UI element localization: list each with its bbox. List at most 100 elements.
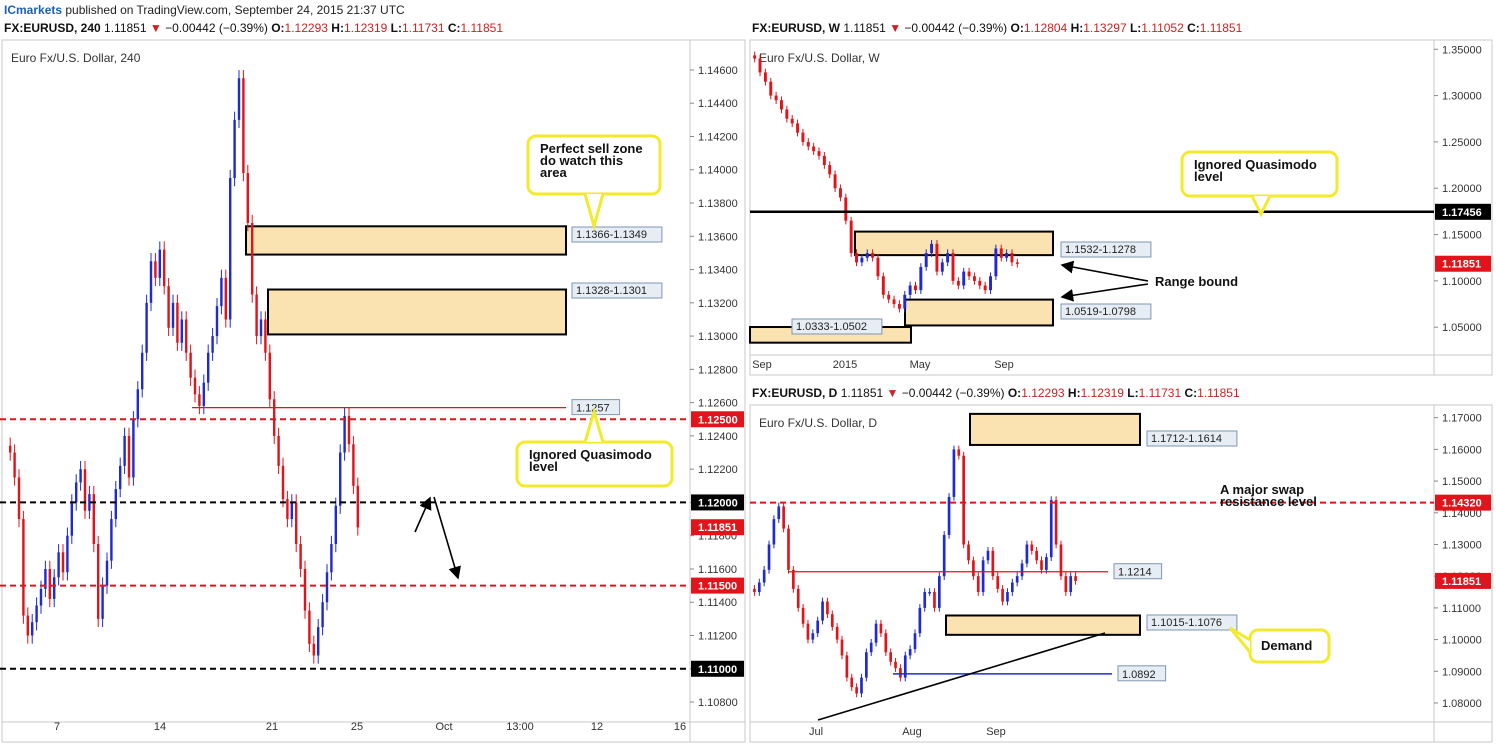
h4-y-tick-label: 1.12400: [698, 431, 738, 443]
daily-candle-body: [1074, 576, 1077, 581]
weekly-x-tick-label: Sep: [994, 359, 1014, 371]
daily-candle-body: [772, 519, 776, 545]
h4-sell-zone-callout-text: area: [540, 165, 568, 180]
h4-candle-body: [325, 572, 329, 603]
h4-change: −0.00442 (−0.39%): [165, 21, 268, 35]
daily-zone-label-box: [1146, 614, 1238, 631]
daily-candle-body: [757, 582, 761, 593]
h4-candle-body: [149, 261, 153, 303]
daily-chart-title: Euro Fx/U.S. Dollar, D: [759, 416, 877, 430]
h4-price: 1.11851: [104, 21, 147, 35]
h4-symbol[interactable]: FX:EURUSD, 240: [4, 21, 101, 35]
weekly-quasimodo-callout-text: level: [1194, 169, 1223, 184]
weekly-current-price-tag: [1435, 255, 1491, 272]
daily-candle-body: [894, 661, 897, 669]
weekly-candle-body: [999, 248, 1003, 258]
h4-candle-body: [132, 419, 135, 478]
h4-y-tick-label: 1.13000: [698, 331, 738, 343]
weekly-chart-title: Euro Fx/U.S. Dollar, W: [759, 51, 880, 65]
h4-x-tick-label: 13:00: [506, 721, 534, 733]
h4-candle-body: [118, 465, 122, 490]
h4-candle-body: [39, 588, 43, 606]
h4-zone-label-box: [571, 282, 663, 299]
h4-candle-body: [154, 261, 157, 278]
weekly-zone-label-box: [1060, 241, 1152, 258]
weekly-symbol[interactable]: FX:EURUSD, W: [752, 21, 840, 35]
h4-candle-body: [237, 78, 241, 120]
h4-y-tick-label: 1.14600: [698, 65, 738, 77]
daily-zone-label-box: [1146, 430, 1238, 447]
weekly-candle-body: [956, 280, 960, 286]
weekly-candle-body: [887, 294, 891, 300]
daily-price: 1.11851: [840, 386, 884, 400]
weekly-zone-label-box: [1060, 303, 1152, 320]
daily-demand-text: Demand: [1261, 638, 1312, 653]
daily-y-tick-label: 1.11000: [1442, 603, 1481, 615]
h4-candle-body: [264, 319, 267, 353]
weekly-candle-body: [790, 118, 794, 124]
daily-level-axis-tag: [1435, 494, 1491, 511]
h4-candle-body: [308, 610, 311, 644]
weekly-x-tick-label: 2015: [833, 359, 857, 371]
daily-level-label-box: [1117, 665, 1167, 682]
daily-demand-callout-pointer: [1228, 626, 1252, 653]
h4-candle-body: [316, 627, 320, 656]
weekly-x-tick-label: Sep: [752, 359, 772, 371]
brand-link[interactable]: ICmarkets: [4, 3, 63, 17]
h4-zone-label-box: [571, 226, 663, 243]
h4-candle-body: [176, 302, 179, 343]
daily-symbol[interactable]: FX:EURUSD, D: [752, 386, 838, 400]
daily-candle-body: [918, 607, 922, 634]
h4-y-tick-label: 1.13400: [698, 265, 738, 277]
weekly-candle-body: [940, 262, 944, 272]
h4-candle-body: [272, 399, 276, 436]
h4-candle-body: [92, 494, 96, 545]
daily-candle-body: [1035, 550, 1038, 561]
daily-high: 1.12319: [1080, 386, 1124, 400]
weekly-candle-body: [972, 276, 976, 281]
daily-candle-body: [850, 677, 854, 688]
weekly-candle-body: [1010, 253, 1014, 263]
h4-close: 1.11851: [460, 21, 504, 35]
daily-candle-body: [845, 655, 849, 678]
h4-candle-body: [180, 319, 184, 343]
weekly-candle-body: [935, 243, 939, 272]
h4-candle-body: [255, 294, 258, 337]
weekly-candle-body: [989, 276, 992, 291]
weekly-candle-body: [1015, 262, 1019, 264]
h4-candle-body: [189, 352, 192, 378]
h4-level-label: 1.1257: [576, 403, 610, 415]
h4-candle-body: [352, 444, 355, 486]
weekly-ohlc-header: FX:EURUSD, W 1.11851 ▼ −0.00442 (−0.39%)…: [752, 21, 1243, 35]
daily-candle-body: [928, 592, 931, 594]
weekly-chart: Euro Fx/U.S. Dollar, W 1.35000 1.30000 1.25…: [749, 39, 1493, 376]
daily-candle-body: [830, 614, 834, 627]
daily-candle-body: [913, 633, 917, 650]
h4-candle-body: [13, 452, 16, 478]
weekly-candle-body: [769, 81, 773, 96]
h4-candle-body: [250, 222, 254, 295]
h4-candle-body: [290, 502, 294, 520]
weekly-y-tick-label: 1.25000: [1442, 137, 1482, 149]
h4-x-tick-label: 21: [266, 721, 278, 733]
daily-candle-body: [996, 576, 1000, 589]
daily-candle-body: [855, 687, 858, 694]
down-triangle-icon: ▼: [889, 21, 902, 35]
h4-chart: Euro Fx/U.S. Dollar, 240 1.14600 1.14400 1.…: [0, 39, 746, 743]
h4-candle-body: [312, 643, 316, 656]
h4-sell-zone-callout-text: Perfect sell zone: [540, 141, 643, 156]
h4-candle-body: [79, 469, 82, 483]
h4-candle-body: [101, 585, 104, 619]
daily-current-price-tag: [1435, 572, 1491, 589]
h4-candle-body: [356, 485, 360, 528]
weekly-zone-label: 1.1532-1.1278: [1065, 244, 1136, 256]
h4-candle-body: [347, 415, 351, 445]
h4-candle-body: [277, 435, 280, 466]
daily-candle-body: [967, 544, 970, 561]
h4-candle-body: [48, 568, 52, 599]
daily-y-tick-label: 1.08000: [1442, 698, 1482, 710]
daily-candle-body: [796, 588, 800, 608]
h4-chart-title: Euro Fx/U.S. Dollar, 240: [11, 51, 141, 65]
weekly-level-axis-label: 1.17456: [1442, 207, 1482, 219]
